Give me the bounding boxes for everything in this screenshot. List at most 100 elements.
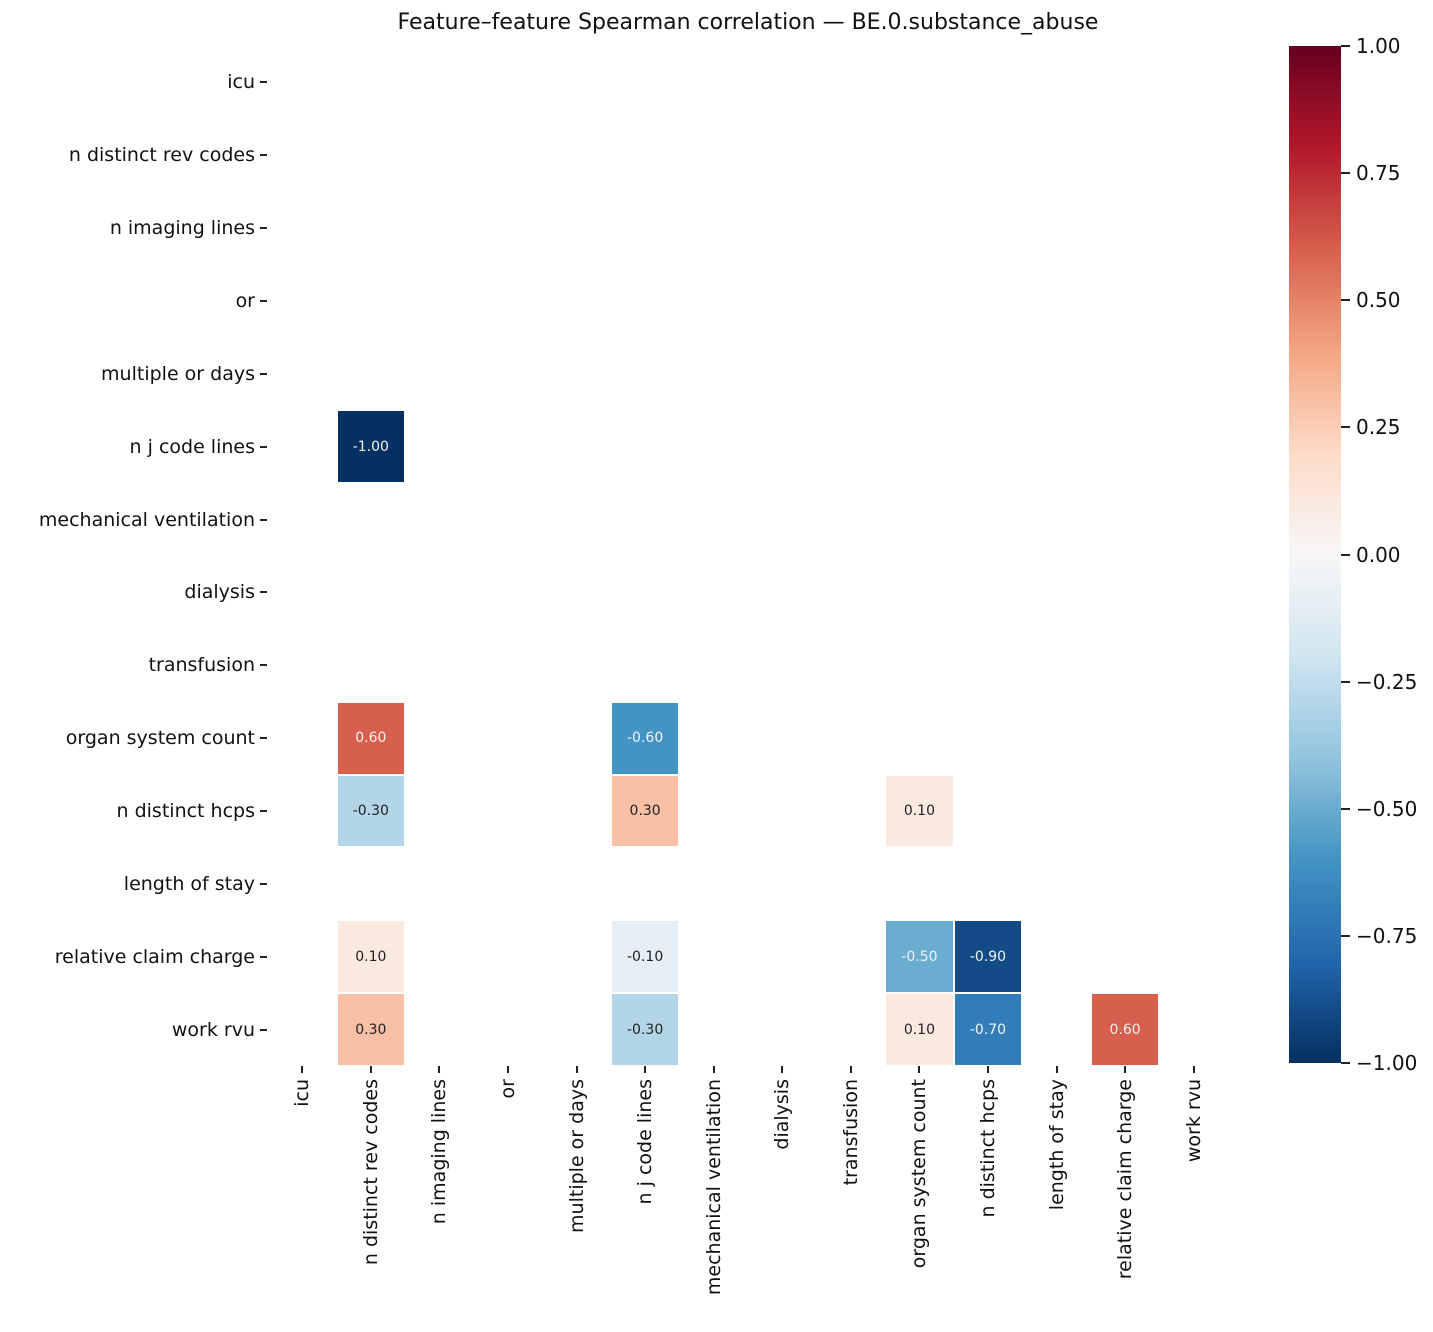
heatmap-cell: -0.30 (336, 774, 406, 848)
x-axis-tick-label: icu (291, 1079, 314, 1107)
cell-value-label: 0.30 (629, 802, 661, 819)
colorbar-tick-mark (1341, 299, 1350, 302)
cell-value-label: 0.10 (903, 1021, 935, 1038)
heatmap-cell: 0.10 (336, 920, 406, 994)
cell-value-label: 0.60 (355, 730, 387, 747)
heatmap-cell: 0.30 (610, 774, 680, 848)
x-axis-tick-mark (1192, 1066, 1195, 1073)
colorbar-tick-label: 1.00 (1356, 34, 1401, 58)
colorbar-tick-label: 0.75 (1356, 161, 1401, 186)
y-axis-tick-label: icu (227, 71, 255, 94)
y-axis-tick-mark (260, 737, 267, 740)
heatmap-cell: -0.10 (610, 920, 680, 994)
y-axis-tick-mark (260, 300, 267, 302)
x-axis-tick-label: organ system count (908, 1079, 931, 1269)
colorbar-tick-label: −0.75 (1356, 923, 1418, 948)
y-axis-tick-label: transfusion (148, 654, 255, 677)
colorbar-tick-mark (1341, 934, 1350, 937)
x-axis-tick-mark (301, 1066, 304, 1073)
x-axis-tick-mark (438, 1066, 441, 1073)
cell-value-label: -0.50 (901, 948, 938, 965)
y-axis-tick-mark (260, 518, 267, 521)
colorbar-tick-label: 0.00 (1356, 542, 1401, 567)
cell-value-label: -0.30 (352, 802, 389, 819)
colorbar-tick-mark (1341, 553, 1350, 556)
x-axis-tick-label: n distinct rev codes (359, 1079, 382, 1266)
x-axis-tick-mark (575, 1066, 578, 1073)
y-axis-tick-mark (260, 81, 267, 84)
cell-value-label: -0.10 (627, 948, 664, 965)
y-axis-tick-label: n distinct rev codes (68, 144, 255, 167)
heatmap-plot-area: -1.00 0.60 -0.60 -0.30 0.30 0.10 0.10 -0.10 -0.5… (268, 46, 1228, 1066)
colorbar-tick-mark (1341, 680, 1350, 683)
x-axis-tick-label: work rvu (1182, 1079, 1205, 1163)
y-axis-tick-label: relative claim charge (54, 945, 255, 968)
y-axis-tick-mark (260, 445, 267, 448)
x-axis-tick-label: n j code lines (634, 1079, 657, 1205)
y-axis-tick-label: n distinct hcps (116, 800, 255, 822)
x-axis-tick-mark (507, 1066, 509, 1073)
y-axis-tick-label: length of stay (123, 872, 255, 895)
cell-value-label: -0.70 (969, 1021, 1007, 1038)
colorbar-tick-label: −0.25 (1356, 669, 1418, 694)
x-axis-tick-label: relative claim charge (1114, 1079, 1137, 1280)
cell-value-label: -1.00 (352, 438, 389, 455)
y-axis-tick-label: n imaging lines (109, 217, 255, 240)
cell-value-label: 0.60 (1109, 1021, 1141, 1038)
cell-value-label: 0.10 (903, 802, 935, 819)
cell-value-label: -0.60 (627, 730, 664, 747)
x-axis-tick-mark (1124, 1066, 1127, 1073)
heatmap-cell: -0.90 (953, 920, 1023, 994)
y-axis-tick-mark (260, 955, 267, 958)
y-axis-tick-mark (260, 810, 267, 812)
colorbar-tick-mark (1341, 45, 1350, 47)
heatmap-cell: 0.10 (885, 774, 954, 848)
heatmap-cell: -0.30 (610, 993, 680, 1066)
y-axis-tick-mark (260, 882, 267, 885)
x-axis-tick-label: mechanical ventilation (702, 1079, 725, 1296)
colorbar-gradient (1289, 46, 1341, 1063)
heatmap-cell: -0.50 (885, 920, 954, 994)
x-axis-tick-mark (369, 1066, 372, 1073)
y-axis-tick-mark (260, 227, 267, 230)
y-axis-tick-mark (260, 154, 267, 157)
y-axis-tick-label: or (235, 290, 255, 312)
x-axis-tick-label: length of stay (1045, 1079, 1068, 1211)
heatmap-cell: 0.30 (336, 993, 406, 1066)
y-axis-tick-label: dialysis (184, 581, 255, 604)
colorbar-tick-mark (1341, 426, 1350, 429)
heatmap-cell: 0.10 (885, 993, 954, 1066)
heatmap-cell: -1.00 (336, 410, 406, 484)
heatmap-cell: 0.60 (1090, 993, 1160, 1066)
x-axis-tick-label: or (497, 1079, 519, 1099)
colorbar-tick-mark (1341, 172, 1350, 175)
heatmap-cell: 0.60 (336, 701, 406, 775)
x-axis-tick-label: n distinct hcps (977, 1079, 999, 1218)
heatmap-cell: -0.60 (610, 701, 680, 775)
y-axis-tick-label: multiple or days (101, 362, 255, 385)
colorbar-tick-label: −0.50 (1356, 796, 1418, 821)
x-axis-tick-label: dialysis (771, 1079, 794, 1150)
heatmap-cell: -0.70 (953, 993, 1023, 1066)
x-axis-tick-mark (918, 1066, 921, 1073)
cell-value-label: -0.30 (627, 1021, 664, 1038)
chart-title: Feature–feature Spearman correlation — B… (397, 10, 1099, 35)
x-axis-tick-mark (849, 1066, 852, 1073)
colorbar-tick-label: −1.00 (1356, 1051, 1418, 1075)
x-axis-tick-mark (644, 1066, 647, 1073)
y-axis-tick-mark (260, 372, 267, 375)
x-axis-tick-mark (712, 1066, 715, 1073)
colorbar-tick-mark (1341, 807, 1350, 810)
y-axis-tick-label: organ system count (65, 727, 255, 750)
x-axis-tick-mark (781, 1066, 784, 1073)
colorbar-tick-label: 0.50 (1356, 288, 1401, 313)
x-axis-tick-mark (1055, 1066, 1058, 1073)
x-axis-tick-mark (987, 1066, 989, 1073)
y-axis-tick-label: work rvu (171, 1018, 255, 1041)
y-axis-tick-mark (260, 591, 267, 594)
x-axis-tick-label: multiple or days (565, 1079, 588, 1233)
colorbar-tick-mark (1341, 1062, 1350, 1064)
cell-value-label: 0.10 (355, 948, 387, 965)
cell-value-label: -0.90 (969, 948, 1007, 965)
